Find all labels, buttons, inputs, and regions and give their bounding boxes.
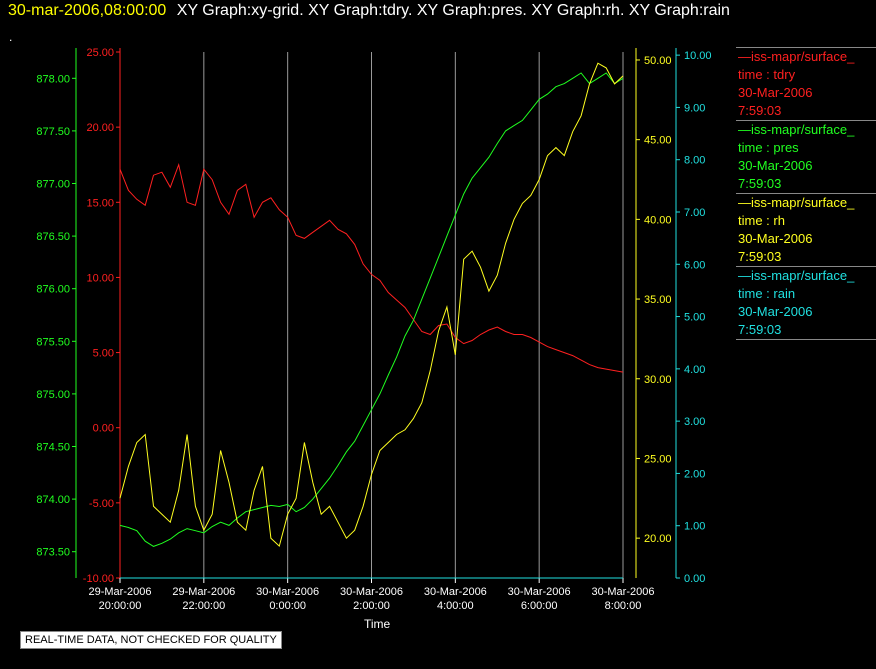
legend-entry-tdry: —iss-mapr/surface_ time : tdry 30-Mar-20… <box>736 47 876 120</box>
rain-tick-label: 0.00 <box>684 573 705 585</box>
legend-date: 30-Mar-2006 <box>738 85 813 100</box>
x-tick-label-time: 6:00:00 <box>521 600 558 612</box>
tdry-tick-label: 5.00 <box>93 348 114 360</box>
x-tick-label-date: 30-Mar-2006 <box>508 586 571 598</box>
rh-tick-label: 30.00 <box>644 374 672 386</box>
x-tick-label-time: 20:00:00 <box>99 600 142 612</box>
tdry-tick-label: 15.00 <box>86 197 114 209</box>
tdry-tick-label: 0.00 <box>93 423 114 435</box>
pres-tick-label: 878.00 <box>36 73 70 85</box>
rh-tick-label: 45.00 <box>644 135 672 147</box>
x-tick-label-time: 8:00:00 <box>605 600 642 612</box>
rh-tick-label: 20.00 <box>644 533 672 545</box>
rain-tick-label: 7.00 <box>684 207 705 219</box>
legend-source: —iss-mapr/surface_ <box>738 122 855 137</box>
x-tick-label-time: 4:00:00 <box>437 600 474 612</box>
x-tick-label-time: 0:00:00 <box>269 600 306 612</box>
legend-time: 7:59:03 <box>738 322 782 337</box>
pres-tick-label: 876.50 <box>36 231 70 243</box>
legend-source: —iss-mapr/surface_ <box>738 268 855 283</box>
x-tick-label-time: 22:00:00 <box>182 600 225 612</box>
rh-tick-label: 25.00 <box>644 453 672 465</box>
rain-tick-label: 2.00 <box>684 468 705 480</box>
legend-variable: time : rh <box>738 213 785 228</box>
x-tick-label-date: 30-Mar-2006 <box>256 586 319 598</box>
rh-tick-label: 50.00 <box>644 55 672 67</box>
tdry-tick-label: 10.00 <box>86 272 114 284</box>
header-dot: . <box>9 30 13 44</box>
pres-tick-label: 875.00 <box>36 389 70 401</box>
legend-date: 30-Mar-2006 <box>738 304 813 319</box>
pres-tick-label: 877.00 <box>36 179 70 191</box>
legend-date: 30-Mar-2006 <box>738 231 813 246</box>
pres-tick-label: 877.50 <box>36 126 70 138</box>
legend-source: —iss-mapr/surface_ <box>738 195 855 210</box>
pres-tick-label: 874.50 <box>36 442 70 454</box>
legend-time: 7:59:03 <box>738 103 782 118</box>
x-tick-label-date: 29-Mar-2006 <box>172 586 235 598</box>
x-tick-label-time: 2:00:00 <box>353 600 390 612</box>
legend-time: 7:59:03 <box>738 176 782 191</box>
pres-tick-label: 873.50 <box>36 547 70 559</box>
header-timestamp: 30-mar-2006,08:00:00 <box>8 2 167 19</box>
x-axis-title: Time <box>364 617 391 631</box>
header: 30-mar-2006,08:00:00 XY Graph:xy-grid. X… <box>8 2 730 20</box>
legend-variable: time : rain <box>738 286 796 301</box>
legend-entry-rain: —iss-mapr/surface_ time : rain 30-Mar-20… <box>736 266 876 340</box>
tdry-tick-label: 25.00 <box>86 47 114 59</box>
rain-tick-label: 5.00 <box>684 312 705 324</box>
tdry-tick-label: 20.00 <box>86 122 114 134</box>
legend-time: 7:59:03 <box>738 249 782 264</box>
pres-tick-label: 875.50 <box>36 336 70 348</box>
rh-tick-label: 35.00 <box>644 294 672 306</box>
quality-disclaimer: REAL-TIME DATA, NOT CHECKED FOR QUALITY <box>20 631 282 649</box>
rain-tick-label: 10.00 <box>684 50 712 62</box>
legend: —iss-mapr/surface_ time : tdry 30-Mar-20… <box>736 47 876 340</box>
pres-tick-label: 876.00 <box>36 284 70 296</box>
pres-tick-label: 874.00 <box>36 494 70 506</box>
pres-series-line <box>119 72 624 547</box>
legend-date: 30-Mar-2006 <box>738 158 813 173</box>
legend-variable: time : tdry <box>738 67 796 82</box>
rain-tick-label: 6.00 <box>684 259 705 271</box>
x-tick-label-date: 30-Mar-2006 <box>592 586 655 598</box>
tdry-tick-label: -10.00 <box>83 573 114 585</box>
rh-series-line <box>119 62 624 548</box>
rain-tick-label: 1.00 <box>684 521 705 533</box>
tdry-tick-label: -5.00 <box>89 498 114 510</box>
legend-source: —iss-mapr/surface_ <box>738 49 855 64</box>
tdry-series-line <box>119 162 624 373</box>
legend-entry-rh: —iss-mapr/surface_ time : rh 30-Mar-2006… <box>736 193 876 266</box>
rain-tick-label: 3.00 <box>684 416 705 428</box>
rain-tick-label: 8.00 <box>684 155 705 167</box>
legend-variable: time : pres <box>738 140 799 155</box>
rain-tick-label: 4.00 <box>684 364 705 376</box>
x-tick-label-date: 30-Mar-2006 <box>340 586 403 598</box>
header-graph-titles: XY Graph:xy-grid. XY Graph:tdry. XY Grap… <box>176 2 730 19</box>
x-tick-label-date: 29-Mar-2006 <box>89 586 152 598</box>
rain-tick-label: 9.00 <box>684 102 705 114</box>
x-tick-label-date: 30-Mar-2006 <box>424 586 487 598</box>
rh-tick-label: 40.00 <box>644 214 672 226</box>
legend-entry-pres: —iss-mapr/surface_ time : pres 30-Mar-20… <box>736 120 876 193</box>
